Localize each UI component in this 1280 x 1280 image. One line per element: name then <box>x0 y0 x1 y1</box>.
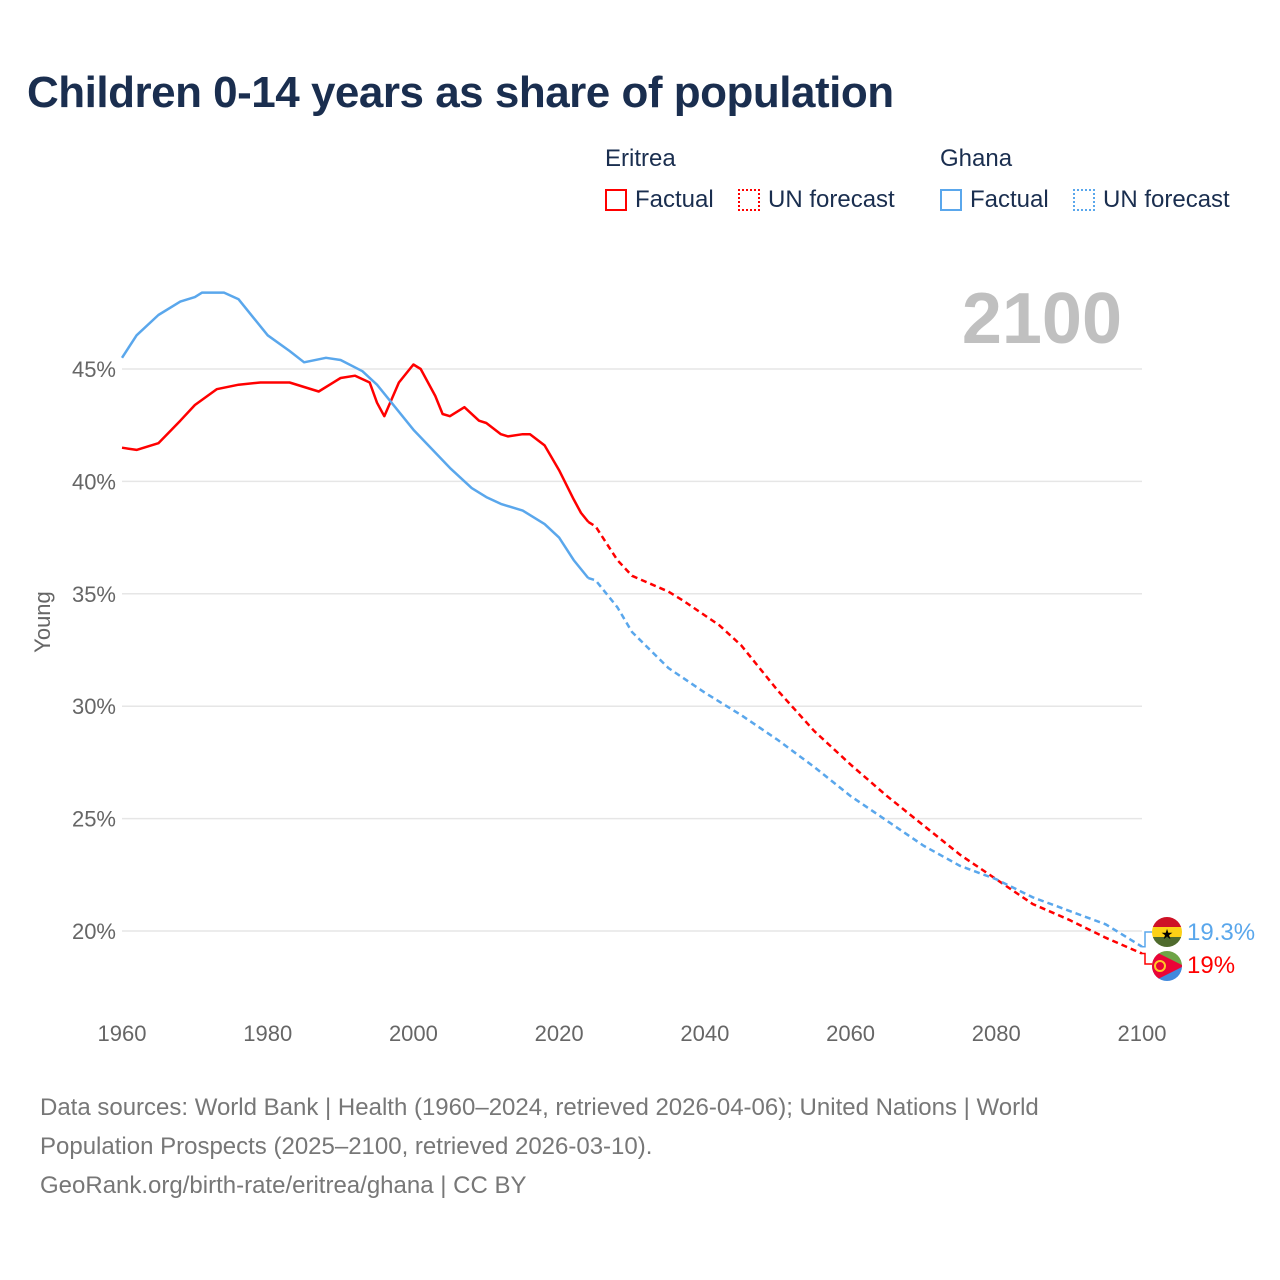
y-tick-label: 35% <box>72 582 116 607</box>
x-tick-label: 2020 <box>535 1021 584 1046</box>
legend-swatch <box>1073 189 1095 211</box>
y-tick-label: 40% <box>72 469 116 494</box>
x-tick-label: 2060 <box>826 1021 875 1046</box>
footer-sources: Data sources: World Bank | Health (1960–… <box>40 1094 1039 1121</box>
y-tick-label: 20% <box>72 919 116 944</box>
y-axis-label: Young <box>30 591 55 653</box>
x-tick-label: 1980 <box>243 1021 292 1046</box>
legend-swatch <box>605 189 627 211</box>
legend-label: UN forecast <box>1103 186 1230 213</box>
ghana-connector <box>1142 931 1152 948</box>
svg-text:★: ★ <box>1161 926 1174 942</box>
legend-label: Factual <box>970 186 1049 213</box>
legend-label: Factual <box>635 186 714 213</box>
legend-group-eritrea: Eritrea <box>605 145 676 172</box>
eritrea-forecast-line <box>587 520 1143 955</box>
year-label: 2100 <box>962 279 1122 359</box>
eritrea-connector <box>1142 952 1152 965</box>
legend-swatch <box>940 189 962 211</box>
x-tick-label: 2040 <box>680 1021 729 1046</box>
legend-eritrea-forecast[interactable]: UN forecast <box>738 186 895 214</box>
y-tick-label: 25% <box>72 807 116 832</box>
legend-ghana-factual[interactable]: Factual <box>940 186 1049 214</box>
x-tick-label: 1960 <box>98 1021 147 1046</box>
y-tick-label: 30% <box>72 694 116 719</box>
eritrea-factual-line <box>121 363 590 523</box>
ghana-end-label: 19.3% <box>1187 919 1255 946</box>
legend-ghana-forecast[interactable]: UN forecast <box>1073 186 1230 214</box>
footer-sources-cont: Population Prospects (2025–2100, retriev… <box>40 1133 653 1160</box>
ghana-factual-line <box>120 291 590 579</box>
legend-eritrea-factual[interactable]: Factual <box>605 186 714 214</box>
footer: Data sources: World Bank | Health (1960–… <box>40 1088 1039 1205</box>
legend-swatch <box>738 189 760 211</box>
footer-link[interactable]: GeoRank.org/birth-rate/eritrea/ghana | C… <box>40 1172 527 1199</box>
eritrea-end-label: 19% <box>1187 952 1235 979</box>
chart-title: Children 0-14 years as share of populati… <box>27 68 894 117</box>
legend-group-ghana: Ghana <box>940 145 1013 172</box>
x-tick-label: 2000 <box>389 1021 438 1046</box>
x-tick-label: 2080 <box>972 1021 1021 1046</box>
ghana-flag-icon: ★ <box>1152 917 1182 947</box>
ghana-forecast-line <box>587 576 1143 948</box>
eritrea-flag-icon <box>1152 951 1182 981</box>
x-tick-label: 2100 <box>1118 1021 1167 1046</box>
legend-label: UN forecast <box>768 186 895 213</box>
y-tick-label: 45% <box>72 357 116 382</box>
